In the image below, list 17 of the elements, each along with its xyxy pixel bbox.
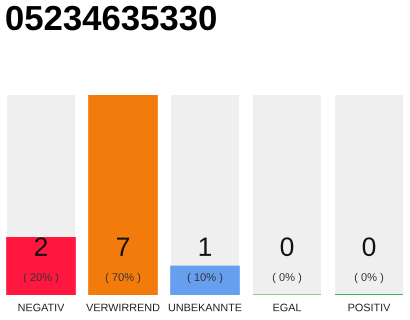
data-label: 7: [117, 238, 130, 256]
x-tick-label: VERWIRREND: [86, 304, 160, 312]
chart-title: 05234635330: [6, 6, 216, 30]
data-label: 2: [34, 237, 48, 256]
annotation: ( 20% ): [24, 272, 58, 284]
annotation: ( 0% ): [354, 272, 384, 284]
x-tick-label: UNBEKANNTE: [168, 304, 242, 312]
x-tick-label: EGAL: [273, 304, 302, 312]
data-label: 0: [280, 237, 294, 256]
annotation: ( 70% ): [106, 272, 140, 284]
bar: [170, 266, 240, 295]
annotation: ( 10% ): [188, 272, 222, 284]
data-label: 1: [200, 238, 212, 256]
x-tick-label: POSITIV: [348, 304, 390, 312]
data-label: 0: [362, 237, 376, 256]
x-tick-label: NEGATIV: [18, 304, 64, 312]
annotation: ( 0% ): [272, 272, 302, 284]
